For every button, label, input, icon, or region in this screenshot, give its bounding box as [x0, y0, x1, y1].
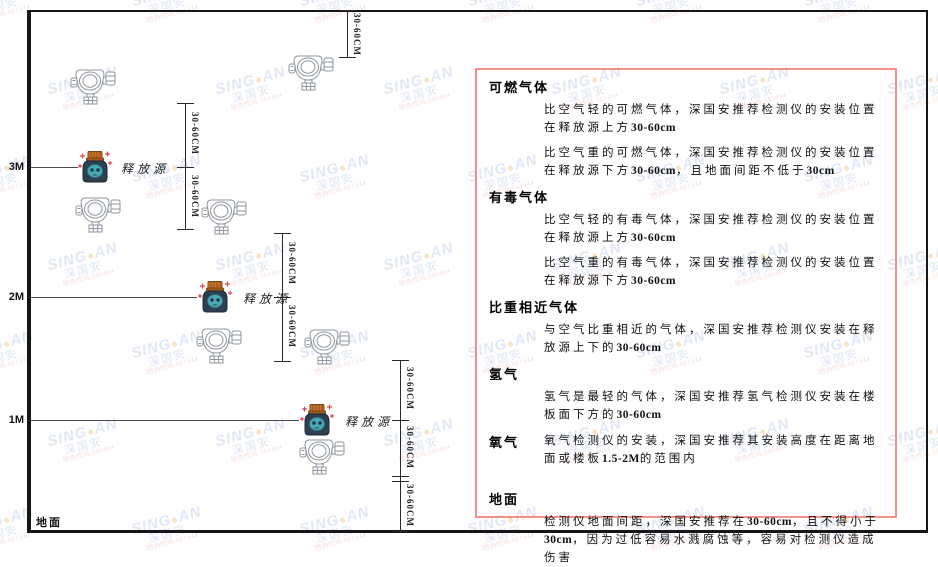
ground-label: 地面	[36, 517, 62, 529]
dimension-tick	[177, 103, 194, 104]
section-paragraph: 比空气重的有毒气体，深国安推荐检测仪的安装位置在释放源下方30-60cm	[544, 257, 878, 287]
dimension-tick	[392, 420, 409, 421]
gas-detector-icon	[201, 195, 247, 240]
dimension-label: 30-60CM	[190, 175, 200, 218]
section-hydrogen: 氢气 氢气是最轻的气体，深国安推荐氢气检测仪安装在楼板面下方的30-60cm	[489, 364, 879, 424]
level-line-2m	[31, 297, 197, 298]
installation-guide-panel: 可燃气体 比空气轻的可燃气体，深国安推荐检测仪的安装位置在释放源上方30-60c…	[475, 68, 897, 564]
dimension-tick	[392, 481, 409, 482]
height-label-1m: 1M	[8, 414, 24, 426]
section-paragraph: 与空气比重相近的气体，深国安推荐检测仪安装在释放源上下的30-60cm	[544, 324, 878, 354]
release-source-icon	[299, 403, 335, 442]
release-source-icon	[77, 150, 113, 189]
section-heading: 氢气	[489, 367, 520, 382]
section-heading: 氧气	[489, 435, 520, 450]
gas-detector-icon	[70, 65, 116, 110]
section-ground: 地面 检测仪地面间距，深国安推荐在30-60cm，且不得小于30cm，因为过低容…	[489, 489, 879, 567]
gas-detector-icon	[304, 325, 350, 370]
section-paragraph: 比空气轻的可燃气体，深国安推荐检测仪的安装位置在释放源上方30-60cm	[544, 104, 878, 134]
section-toxic-gas: 有毒气体 比空气轻的有毒气体，深国安推荐检测仪的安装位置在释放源上方30-60c…	[489, 187, 879, 290]
section-combustible-gas: 可燃气体 比空气轻的可燃气体，深国安推荐检测仪的安装位置在释放源上方30-60c…	[489, 77, 879, 180]
level-line-1m	[31, 420, 299, 421]
section-similar-density-gas: 比重相近气体 与空气比重相近的气体，深国安推荐检测仪安装在释放源上下的30-60…	[489, 297, 879, 357]
dimension-tick	[274, 361, 291, 362]
section-paragraph: 氧气检测仪的安装，深国安推荐其安装高度在距离地面或楼板1.5-2M的范围内	[544, 435, 878, 465]
release-source-icon	[197, 280, 233, 319]
dimension-tick	[177, 229, 194, 230]
dimension-line	[347, 10, 348, 57]
dimension-line	[185, 103, 186, 229]
dimension-tick	[274, 233, 291, 234]
dimension-tick	[274, 297, 291, 298]
section-heading: 比重相近气体	[489, 300, 580, 315]
section-heading: 有毒气体	[489, 190, 550, 205]
height-label-3m: 3M	[8, 161, 24, 173]
dimension-tick	[339, 57, 356, 58]
section-paragraph: 比空气轻的有毒气体，深国安推荐检测仪的安装位置在释放源上方30-60cm	[544, 214, 878, 244]
section-heading: 地面	[489, 492, 520, 507]
section-oxygen: 氧气 氧气检测仪的安装，深国安推荐其安装高度在距离地面或楼板1.5-2M的范围内	[489, 432, 879, 475]
gas-detector-icon	[196, 324, 242, 369]
release-source-label: 释放源	[121, 162, 170, 176]
dimension-label: 30-60CM	[287, 242, 297, 285]
gas-detector-icon	[299, 435, 345, 480]
gas-detector-icon	[288, 51, 334, 96]
section-paragraph: 氢气是最轻的气体，深国安推荐氢气检测仪安装在楼板面下方的30-60cm	[544, 391, 878, 421]
section-heading: 可燃气体	[489, 80, 550, 95]
height-label-2m: 2M	[8, 291, 24, 303]
dimension-label: 30-60CM	[405, 426, 415, 469]
room-frame	[27, 10, 928, 533]
section-paragraph: 检测仪地面间距，深国安推荐在30-60cm，且不得小于30cm，因为过低容易水溅…	[544, 516, 880, 564]
release-source-label: 释放源	[243, 292, 292, 306]
dimension-line	[400, 360, 401, 533]
dimension-tick	[392, 476, 409, 477]
dimension-tick	[392, 360, 409, 361]
dimension-label: 30-60CM	[352, 13, 362, 56]
dimension-label: 30-60CM	[405, 367, 415, 410]
level-line-3m	[31, 167, 78, 168]
gas-detector-icon	[75, 193, 121, 238]
release-source-label: 释放源	[345, 415, 394, 429]
dimension-label: 30-60CM	[190, 112, 200, 155]
dimension-label: 30-60CM	[405, 484, 415, 527]
section-paragraph: 比空气重的可燃气体，深国安推荐检测仪的安装位置在释放源下方30-60cm，且地面…	[544, 147, 878, 177]
dimension-tick	[392, 531, 409, 532]
dimension-tick	[339, 10, 356, 11]
dimension-tick	[177, 167, 194, 168]
dimension-label: 30-60CM	[287, 305, 297, 348]
